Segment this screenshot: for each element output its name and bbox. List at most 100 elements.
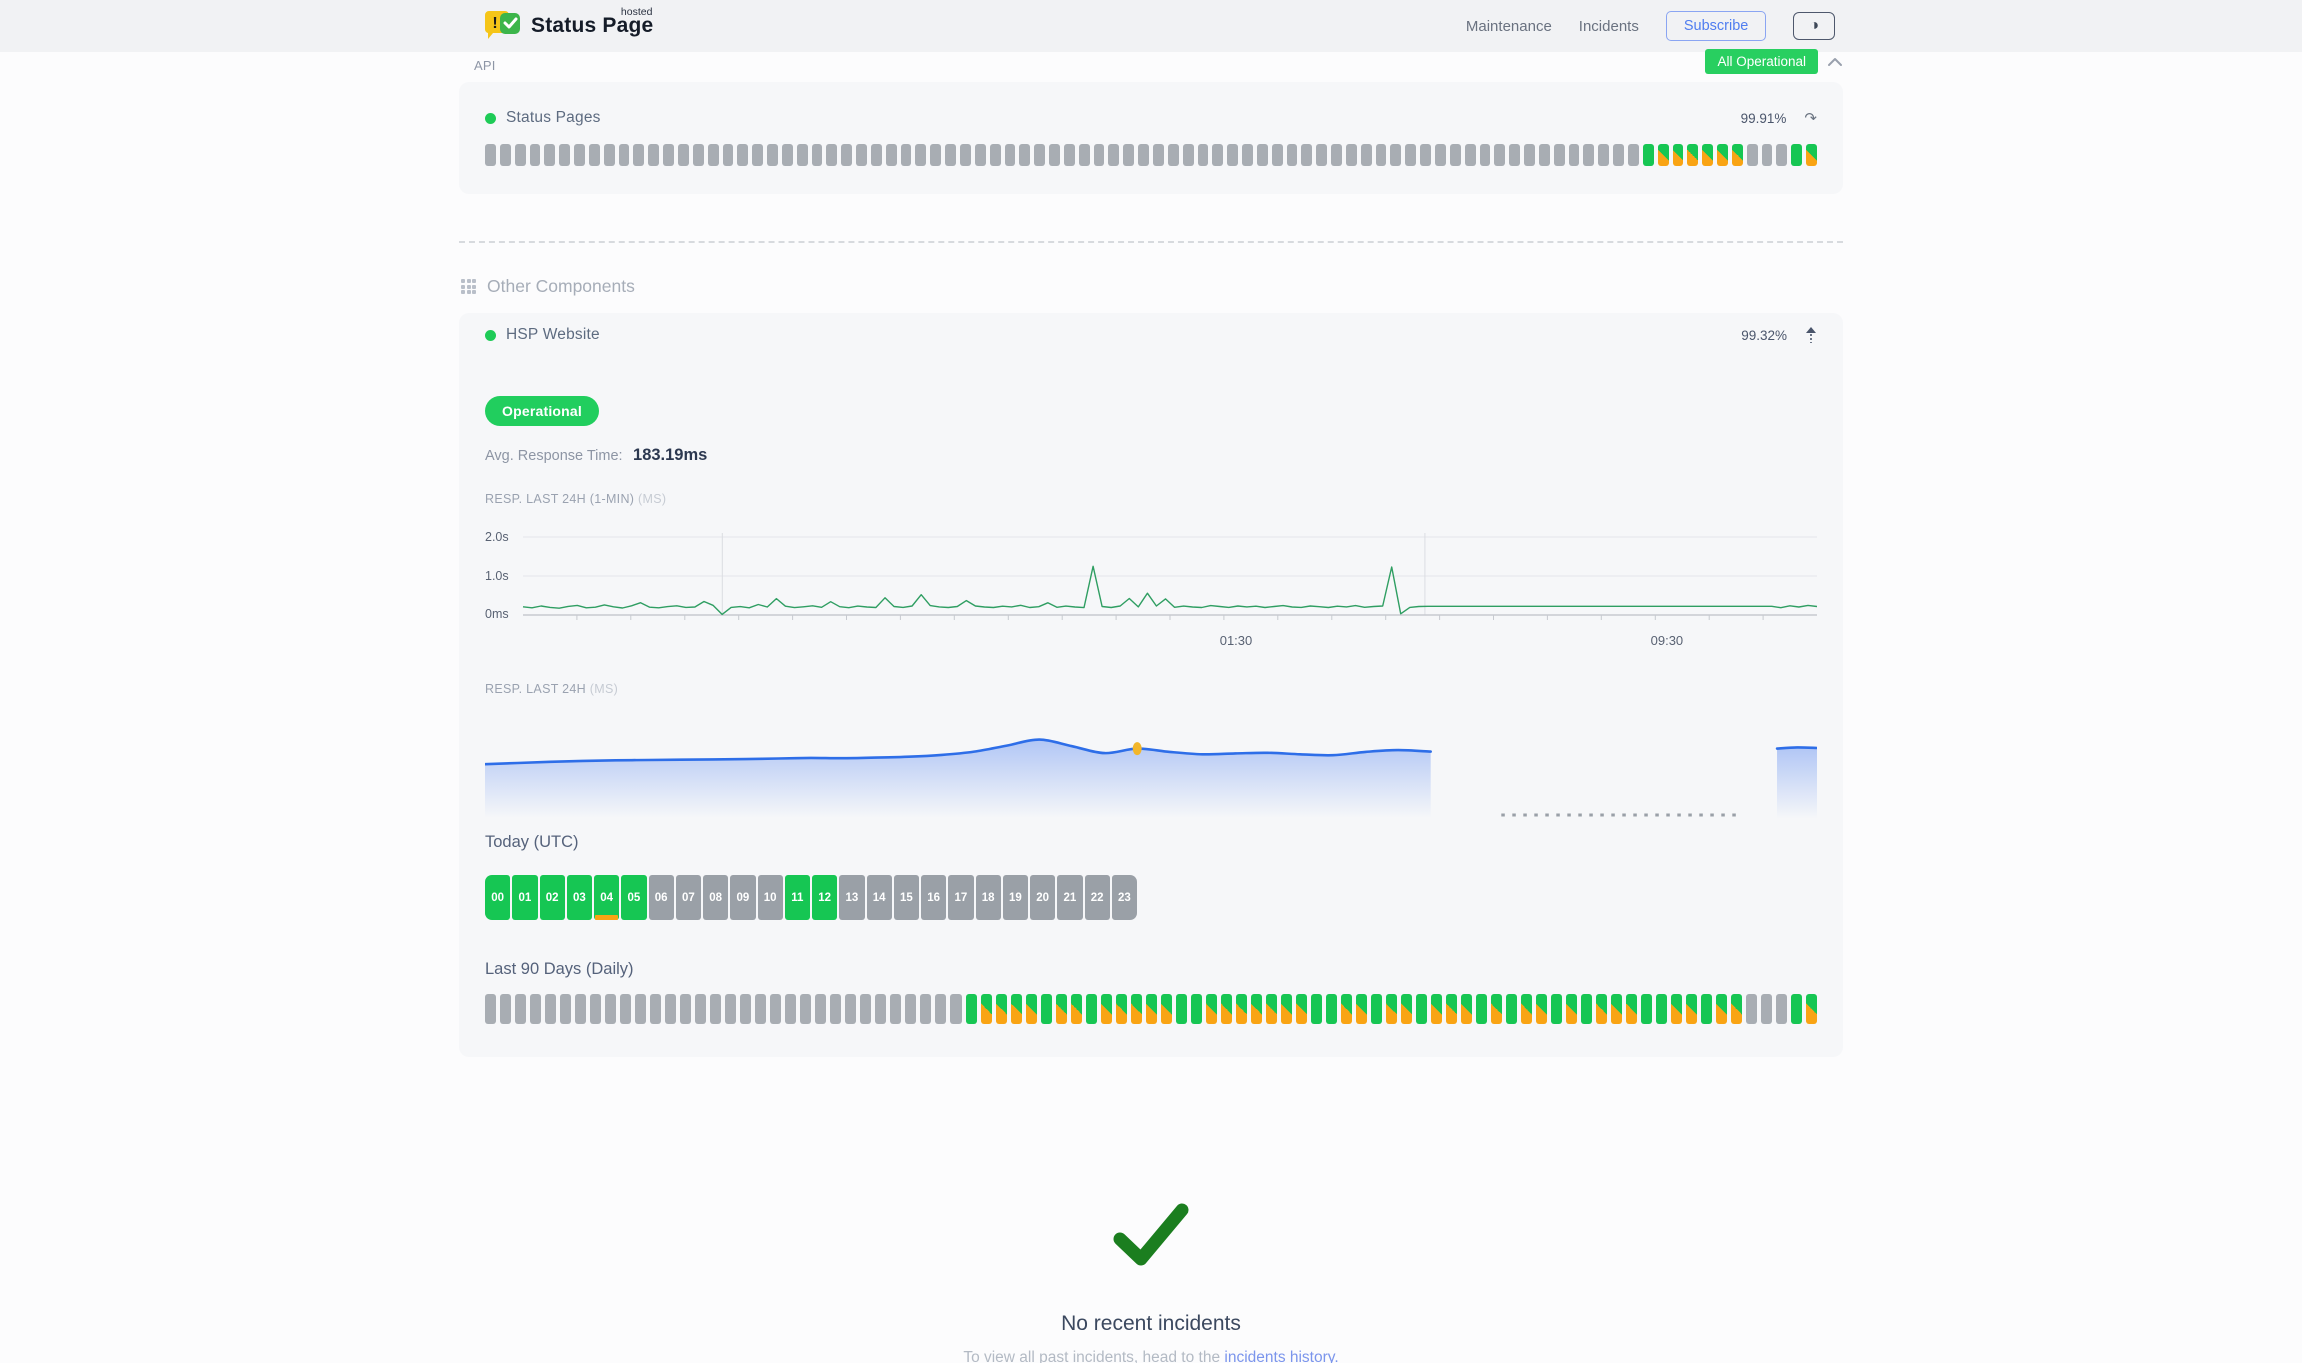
uptime-day-segment[interactable]: [870, 144, 882, 166]
uptime-day-segment[interactable]: [1611, 994, 1623, 1024]
uptime-day-segment[interactable]: [560, 994, 572, 1024]
uptime-day-segment[interactable]: [980, 994, 992, 1024]
uptime-day-segment[interactable]: [1078, 144, 1090, 166]
uptime-day-segment[interactable]: [692, 144, 704, 166]
uptime-day-segment[interactable]: [530, 994, 542, 1024]
uptime-day-segment[interactable]: [1160, 994, 1172, 1024]
hour-block-13[interactable]: 13: [839, 875, 865, 920]
uptime-day-segment[interactable]: [1464, 144, 1476, 166]
uptime-day-segment[interactable]: [1524, 144, 1535, 166]
uptime-day-segment[interactable]: [1235, 994, 1247, 1024]
uptime-day-segment[interactable]: [707, 144, 719, 166]
uptime-day-segment[interactable]: [1791, 994, 1803, 1024]
uptime-day-segment[interactable]: [1553, 144, 1565, 166]
uptime-day-segment[interactable]: [905, 994, 917, 1024]
hour-block-11[interactable]: 11: [784, 875, 810, 920]
uptime-day-segment[interactable]: [1093, 144, 1105, 166]
uptime-day-segment[interactable]: [1197, 144, 1209, 166]
hour-block-19[interactable]: 19: [1002, 875, 1028, 920]
uptime-day-segment[interactable]: [1656, 994, 1668, 1024]
uptime-day-segment[interactable]: [1746, 994, 1758, 1024]
hour-block-23[interactable]: 23: [1111, 875, 1137, 920]
uptime-day-segment[interactable]: [915, 144, 927, 166]
uptime-day-segment[interactable]: [1446, 994, 1458, 1024]
uptime-day-segment[interactable]: [965, 994, 977, 1024]
uptime-day-segment[interactable]: [1806, 994, 1818, 1024]
uptime-day-segment[interactable]: [890, 994, 902, 1024]
uptime-day-segment[interactable]: [1598, 144, 1610, 166]
hour-block-03[interactable]: 03: [566, 875, 592, 920]
uptime-day-segment[interactable]: [1138, 144, 1149, 166]
uptime-day-segment[interactable]: [1040, 994, 1052, 1024]
uptime-day-segment[interactable]: [529, 144, 541, 166]
uptime-day-segment[interactable]: [1242, 144, 1253, 166]
uptime-day-segment[interactable]: [1182, 144, 1194, 166]
uptime-day-segment[interactable]: [710, 994, 722, 1024]
uptime-day-segment[interactable]: [1390, 144, 1402, 166]
hour-block-12[interactable]: 12: [812, 875, 838, 920]
uptime-day-segment[interactable]: [1521, 994, 1533, 1024]
uptime-day-segment[interactable]: [1256, 144, 1268, 166]
uptime-day-segment[interactable]: [1280, 994, 1292, 1024]
uptime-day-segment[interactable]: [635, 994, 647, 1024]
uptime-day-segment[interactable]: [1716, 994, 1728, 1024]
uptime-day-segment[interactable]: [545, 994, 557, 1024]
uptime-day-segment[interactable]: [1506, 994, 1518, 1024]
uptime-day-segment[interactable]: [1049, 144, 1060, 166]
uptime-day-segment[interactable]: [1791, 144, 1803, 166]
uptime-day-segment[interactable]: [1370, 994, 1382, 1024]
uptime-day-segment[interactable]: [485, 144, 496, 166]
uptime-day-segment[interactable]: [1761, 994, 1773, 1024]
uptime-day-segment[interactable]: [1435, 144, 1446, 166]
uptime-day-segment[interactable]: [995, 994, 1007, 1024]
uptime-day-segment[interactable]: [1430, 994, 1442, 1024]
uptime-day-segment[interactable]: [1212, 144, 1224, 166]
uptime-day-segment[interactable]: [800, 994, 812, 1024]
hour-block-00[interactable]: 00: [485, 875, 511, 920]
hour-block-07[interactable]: 07: [675, 875, 701, 920]
uptime-day-segment[interactable]: [1671, 994, 1683, 1024]
uptime-day-segment[interactable]: [559, 144, 571, 166]
uptime-day-segment[interactable]: [1085, 994, 1097, 1024]
uptime-day-segment[interactable]: [695, 994, 707, 1024]
uptime-day-segment[interactable]: [1295, 994, 1307, 1024]
uptime-day-segment[interactable]: [633, 144, 645, 166]
uptime-day-segment[interactable]: [1415, 994, 1427, 1024]
nav-incidents[interactable]: Incidents: [1578, 17, 1639, 35]
uptime-day-segment[interactable]: [1509, 144, 1521, 166]
subscribe-button[interactable]: Subscribe: [1665, 11, 1767, 41]
hour-block-08[interactable]: 08: [703, 875, 729, 920]
uptime-day-segment[interactable]: [620, 994, 632, 1024]
uptime-day-segment[interactable]: [1316, 144, 1328, 166]
uptime-day-segment[interactable]: [920, 994, 932, 1024]
uptime-day-segment[interactable]: [1551, 994, 1563, 1024]
uptime-day-segment[interactable]: [900, 144, 912, 166]
uptime-day-segment[interactable]: [544, 144, 556, 166]
uptime-day-segment[interactable]: [1731, 994, 1743, 1024]
uptime-day-segment[interactable]: [1227, 144, 1239, 166]
uptime-day-segment[interactable]: [1145, 994, 1157, 1024]
uptime-day-segment[interactable]: [815, 994, 827, 1024]
uptime-day-segment[interactable]: [1686, 994, 1698, 1024]
uptime-day-segment[interactable]: [499, 144, 511, 166]
uptime-day-segment[interactable]: [1746, 144, 1758, 166]
uptime-day-segment[interactable]: [1420, 144, 1431, 166]
uptime-day-segment[interactable]: [1761, 144, 1773, 166]
uptime-day-segment[interactable]: [1301, 144, 1313, 166]
uptime-day-segment[interactable]: [1055, 994, 1067, 1024]
uptime-day-segment[interactable]: [1581, 994, 1593, 1024]
uptime-day-segment[interactable]: [1400, 994, 1412, 1024]
uptime-day-segment[interactable]: [1566, 994, 1578, 1024]
uptime-day-segment[interactable]: [1776, 144, 1788, 166]
uptime-day-segment[interactable]: [1375, 144, 1387, 166]
uptime-day-segment[interactable]: [1538, 144, 1550, 166]
hour-block-02[interactable]: 02: [539, 875, 565, 920]
uptime-day-segment[interactable]: [1205, 994, 1217, 1024]
uptime-day-segment[interactable]: [1491, 994, 1503, 1024]
hour-block-15[interactable]: 15: [893, 875, 919, 920]
uptime-day-segment[interactable]: [785, 994, 797, 1024]
uptime-day-segment[interactable]: [1461, 994, 1473, 1024]
uptime-day-segment[interactable]: [950, 994, 962, 1024]
hour-block-18[interactable]: 18: [975, 875, 1001, 920]
uptime-day-segment[interactable]: [1310, 994, 1322, 1024]
